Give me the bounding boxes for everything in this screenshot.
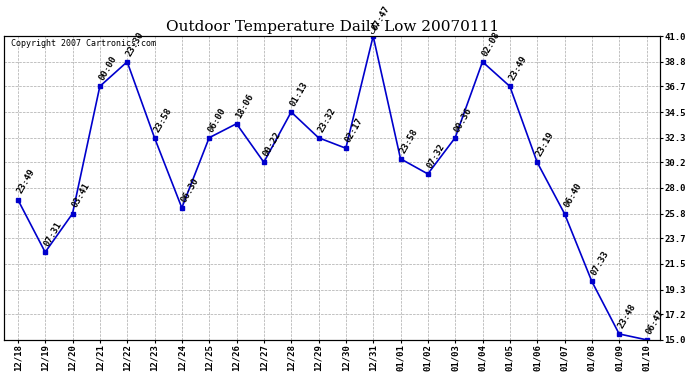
Text: 06:47: 06:47: [644, 308, 665, 336]
Text: Copyright 2007 Cartronics.com: Copyright 2007 Cartronics.com: [11, 39, 156, 48]
Text: 07:32: 07:32: [426, 142, 447, 170]
Text: 02:17: 02:17: [344, 116, 365, 144]
Text: 23:48: 23:48: [617, 302, 638, 330]
Text: 06:30: 06:30: [179, 176, 201, 204]
Text: 23:58: 23:58: [152, 106, 173, 134]
Text: 23:49: 23:49: [16, 168, 37, 195]
Text: 23:32: 23:32: [316, 106, 337, 134]
Text: 18:06: 18:06: [235, 92, 255, 120]
Title: Outdoor Temperature Daily Low 20070111: Outdoor Temperature Daily Low 20070111: [166, 20, 499, 33]
Text: 00:00: 00:00: [97, 54, 119, 82]
Text: 06:40: 06:40: [562, 182, 584, 210]
Text: 07:47: 07:47: [371, 4, 392, 32]
Text: 03:41: 03:41: [70, 182, 92, 210]
Text: 23:58: 23:58: [398, 127, 420, 154]
Text: 23:30: 23:30: [125, 30, 146, 58]
Text: 23:49: 23:49: [508, 54, 529, 82]
Text: 02:08: 02:08: [480, 30, 502, 58]
Text: 01:13: 01:13: [289, 80, 311, 108]
Text: 00:22: 00:22: [262, 130, 283, 158]
Text: 00:36: 00:36: [453, 106, 474, 134]
Text: 07:33: 07:33: [589, 249, 611, 277]
Text: 06:00: 06:00: [207, 106, 228, 134]
Text: 07:31: 07:31: [43, 220, 64, 248]
Text: 23:19: 23:19: [535, 130, 556, 158]
